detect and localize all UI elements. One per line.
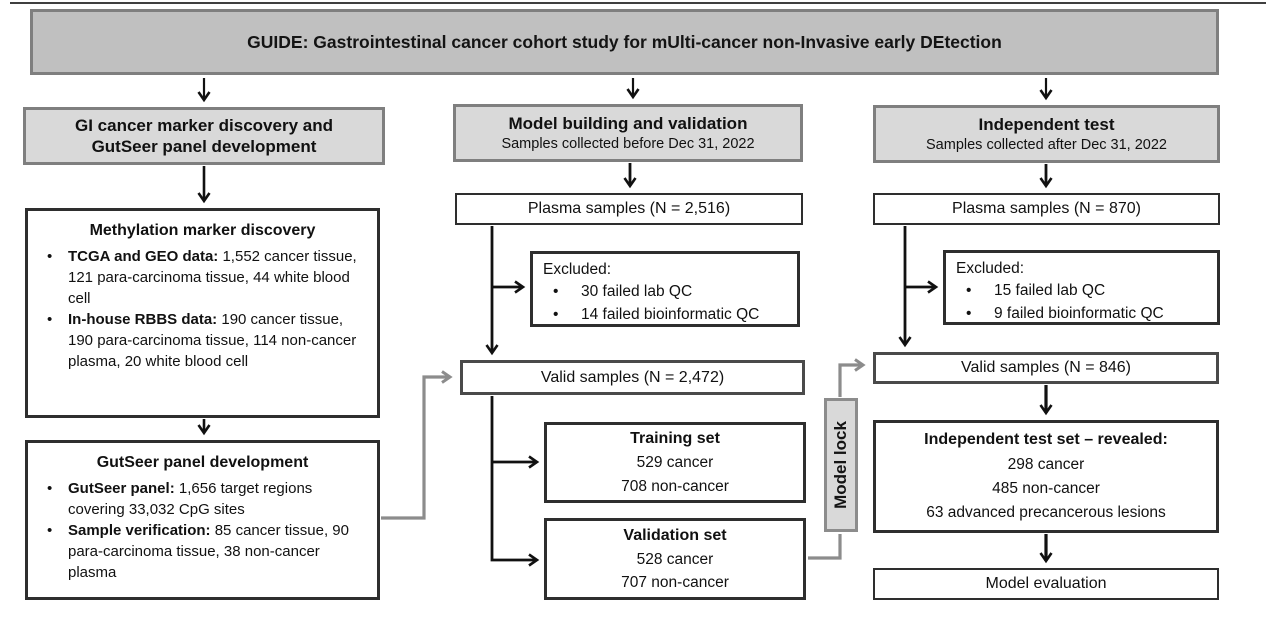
validation-cancer-count: 528 cancer <box>636 550 714 568</box>
plasma-samples-box-model: Plasma samples (N = 2,516) <box>455 193 803 225</box>
model-lock-label: Model lock <box>831 421 850 509</box>
validation-noncancer-count: 707 non-cancer <box>621 574 729 591</box>
excluded-box-model: Excluded: 30 failed lab QC 14 failed bio… <box>530 251 800 327</box>
test-noncancer-count: 485 non-cancer <box>992 479 1100 497</box>
independent-test-set-title: Independent test set – revealed: <box>924 431 1168 449</box>
plasma-samples-box-test: Plasma samples (N = 870) <box>873 193 1220 225</box>
valid-samples-box-test: Valid samples (N = 846) <box>873 352 1219 384</box>
model-header-subtitle: Samples collected before Dec 31, 2022 <box>501 135 755 152</box>
panel-development-box: GutSeer panel development GutSeer panel:… <box>25 440 380 600</box>
excluded-list-model: 30 failed lab QC 14 failed bioinformatic… <box>543 281 789 326</box>
bullet-lead: Sample verification: <box>68 522 211 540</box>
valid-samples-box-model: Valid samples (N = 2,472) <box>460 360 805 395</box>
model-lock-badge: Model lock <box>824 398 858 532</box>
excluded-item: 9 failed bioinformatic QC <box>956 303 1209 326</box>
test-header-subtitle: Samples collected after Dec 31, 2022 <box>926 136 1167 153</box>
test-cancer-count: 298 cancer <box>1007 455 1085 473</box>
excluded-list-test: 15 failed lab QC 9 failed bioinformatic … <box>956 280 1209 325</box>
methylation-bullet-rbbs: In-house RBBS data: 190 cancer tissue, 1… <box>38 309 367 372</box>
top-rule-line <box>10 2 1266 4</box>
excluded-title: Excluded: <box>543 261 612 278</box>
panel-bullet-list: GutSeer panel: 1,656 target regions cove… <box>38 478 367 583</box>
discovery-header-line2: GutSeer panel development <box>91 137 317 156</box>
training-cancer-count: 529 cancer <box>636 454 714 472</box>
methylation-box-title: Methylation marker discovery <box>89 222 316 239</box>
training-set-box: Training set 529 cancer 708 non-cancer <box>544 422 806 503</box>
methylation-bullet-tcga: TCGA and GEO data: 1,552 cancer tissue, … <box>38 246 367 309</box>
bullet-lead: GutSeer panel: <box>68 480 175 498</box>
independent-test-set-box: Independent test set – revealed: 298 can… <box>873 420 1219 533</box>
plasma-samples-label: Plasma samples (N = 870) <box>952 200 1141 217</box>
bullet-rest: 1,552 cancer tissue, 121 para-carcinoma … <box>68 248 357 308</box>
bullet-rest: 1,656 target regions covering 33,032 CpG… <box>68 480 313 519</box>
excluded-title: Excluded: <box>956 260 1025 277</box>
excluded-box-test: Excluded: 15 failed lab QC 9 failed bioi… <box>943 250 1220 326</box>
arrow-valid-to-validation-set <box>490 396 540 567</box>
model-evaluation-label: Model evaluation <box>985 575 1107 592</box>
model-evaluation-box: Model evaluation <box>873 568 1219 600</box>
study-title-banner: GUIDE: Gastrointestinal cancer cohort st… <box>30 9 1219 75</box>
test-header-title: Independent test <box>978 115 1115 135</box>
training-set-title: Training set <box>630 430 720 448</box>
connector-panel-to-valid-samples <box>381 370 453 520</box>
excluded-item: 14 failed bioinformatic QC <box>543 304 789 327</box>
training-noncancer-count: 708 non-cancer <box>621 477 729 495</box>
panel-bullet-regions: GutSeer panel: 1,656 target regions cove… <box>38 478 367 520</box>
connector-model-lock-to-valid-samples <box>838 358 866 397</box>
excluded-item: 30 failed lab QC <box>543 281 789 304</box>
validation-set-title: Validation set <box>623 526 727 544</box>
connector-validation-to-model-lock <box>808 534 842 560</box>
bullet-rest: 85 cancer tissue, 90 para-carcinoma tiss… <box>68 522 349 582</box>
test-column-header: Independent test Samples collected after… <box>873 105 1220 163</box>
discovery-header-line1: GI cancer marker discovery and <box>75 115 333 135</box>
valid-samples-label: Valid samples (N = 2,472) <box>540 368 725 386</box>
valid-samples-label: Valid samples (N = 846) <box>961 359 1131 376</box>
panel-box-title: GutSeer panel development <box>96 454 309 471</box>
discovery-column-header: GI cancer marker discovery and GutSeer p… <box>23 107 385 165</box>
panel-bullet-verification: Sample verification: 85 cancer tissue, 9… <box>38 520 367 583</box>
test-precancerous-count: 63 advanced precancerous lesions <box>926 503 1166 521</box>
bullet-lead: In-house RBBS data: <box>68 311 218 329</box>
bullet-rest: 190 cancer tissue, 190 para-carcinoma ti… <box>68 311 357 371</box>
plasma-samples-label: Plasma samples (N = 2,516) <box>527 200 731 217</box>
excluded-item: 15 failed lab QC <box>956 280 1209 303</box>
model-column-header: Model building and validation Samples co… <box>453 104 803 162</box>
bullet-lead: TCGA and GEO data: <box>68 248 219 266</box>
methylation-bullet-list: TCGA and GEO data: 1,552 cancer tissue, … <box>38 246 367 372</box>
methylation-discovery-box: Methylation marker discovery TCGA and GE… <box>25 208 380 418</box>
study-title: GUIDE: Gastrointestinal cancer cohort st… <box>247 31 1002 52</box>
model-header-title: Model building and validation <box>508 114 748 134</box>
validation-set-box: Validation set 528 cancer 707 non-cancer <box>544 518 806 600</box>
